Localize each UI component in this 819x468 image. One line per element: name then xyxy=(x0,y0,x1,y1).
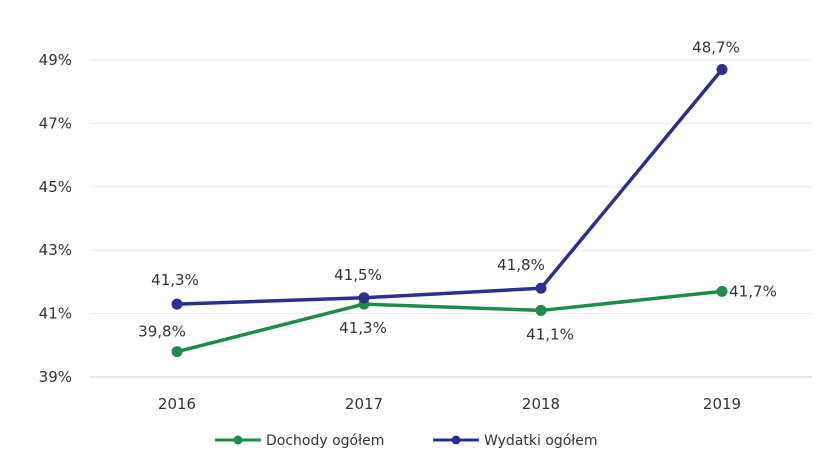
data-point xyxy=(171,346,183,358)
data-point xyxy=(716,64,728,76)
data-label: 41,1% xyxy=(526,325,574,343)
data-label: 48,7% xyxy=(692,39,740,57)
series-line-dochody xyxy=(175,289,724,354)
data-point xyxy=(535,304,547,316)
data-point xyxy=(171,298,183,310)
series-line-wydatki xyxy=(175,67,724,306)
x-tick-label: 2019 xyxy=(703,395,741,413)
x-tick-label: 2018 xyxy=(522,395,560,413)
x-tick-label: 2017 xyxy=(345,395,383,413)
series-group xyxy=(171,64,728,358)
y-axis-ticks: 39% 41% 43% 45% 47% 49% xyxy=(39,51,72,386)
y-tick-label: 41% xyxy=(39,305,72,323)
data-labels: 39,8% 41,3% 41,1% 41,7% 41,3% 41,5% 41,8% 48,7% xyxy=(138,39,777,344)
legend-label: Dochody ogółem xyxy=(266,433,384,449)
y-tick-label: 49% xyxy=(39,51,72,69)
data-label: 39,8% xyxy=(138,323,186,341)
data-point xyxy=(716,285,728,297)
data-label: 41,8% xyxy=(497,256,545,274)
legend-swatch-marker xyxy=(451,435,461,445)
legend-swatch-marker xyxy=(233,435,243,445)
data-label: 41,3% xyxy=(339,319,387,337)
data-label: 41,7% xyxy=(729,282,777,300)
gridlines xyxy=(90,59,812,378)
y-tick-label: 39% xyxy=(39,368,72,386)
legend-label: Wydatki ogółem xyxy=(484,433,598,449)
data-label: 41,5% xyxy=(334,266,382,284)
x-axis-ticks: 2016 2017 2018 2019 xyxy=(158,395,741,413)
data-point xyxy=(535,282,547,294)
y-tick-label: 45% xyxy=(39,178,72,196)
data-label: 41,3% xyxy=(151,271,199,289)
legend: Dochody ogółem Wydatki ogółem xyxy=(215,433,598,449)
data-point xyxy=(358,292,370,304)
y-tick-label: 43% xyxy=(39,241,72,259)
x-tick-label: 2016 xyxy=(158,395,196,413)
y-tick-label: 47% xyxy=(39,114,72,132)
